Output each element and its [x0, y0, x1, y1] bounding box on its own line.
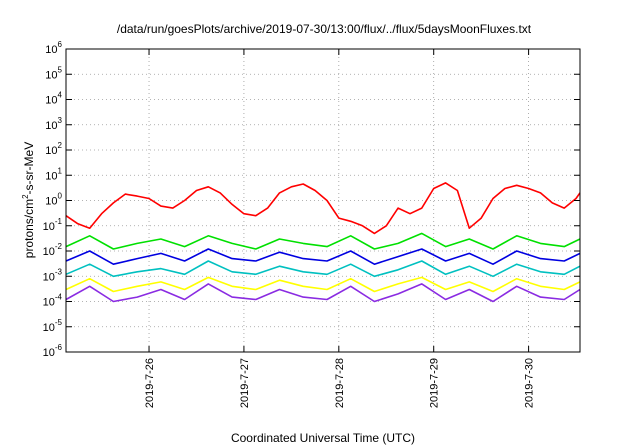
y-tick-label: 104 — [45, 91, 62, 107]
y-tick-label: 10-3 — [43, 267, 63, 283]
series-line-3 — [65, 248, 581, 266]
y-tick-label: 102 — [45, 141, 62, 157]
series-line-6 — [65, 283, 581, 303]
series-line-2 — [65, 232, 581, 250]
x-tick-label: 2019-7-30 — [524, 358, 536, 408]
y-tick-label: 101 — [45, 166, 62, 182]
x-tick-label: 2019-7-26 — [144, 358, 156, 408]
x-tick-label: 2019-7-29 — [429, 358, 441, 408]
axes: 10-6 10-5 10-4 10-3 10-2 10-1 100 101 102 103 104 1… — [43, 40, 580, 408]
y-tick-label: 10-4 — [43, 293, 63, 309]
chart-title: /data/run/goesPlots/archive/2019-07-30/1… — [117, 22, 532, 36]
y-tick-label: 103 — [45, 116, 62, 132]
series-line-4 — [65, 260, 581, 278]
y-tick-label: 106 — [45, 40, 62, 56]
x-tick-label: 2019-7-27 — [239, 358, 251, 408]
series-lines — [65, 182, 581, 303]
y-axis-title: protons/cm2-s-sr-MeV — [21, 142, 36, 258]
y-tick-label: 10-2 — [43, 242, 63, 258]
x-axis-title: Coordinated Universal Time (UTC) — [231, 431, 415, 445]
gridlines — [66, 49, 580, 352]
series-line-5 — [65, 276, 581, 293]
y-tick-label: 105 — [45, 65, 62, 81]
y-tick-label: 100 — [45, 192, 62, 208]
y-tick-label: 10-5 — [43, 318, 63, 334]
y-tick-label: 10-6 — [43, 343, 63, 359]
series-line-1 — [65, 182, 581, 235]
y-tick-label: 10-1 — [43, 217, 63, 233]
x-tick-label: 2019-7-28 — [334, 358, 346, 408]
